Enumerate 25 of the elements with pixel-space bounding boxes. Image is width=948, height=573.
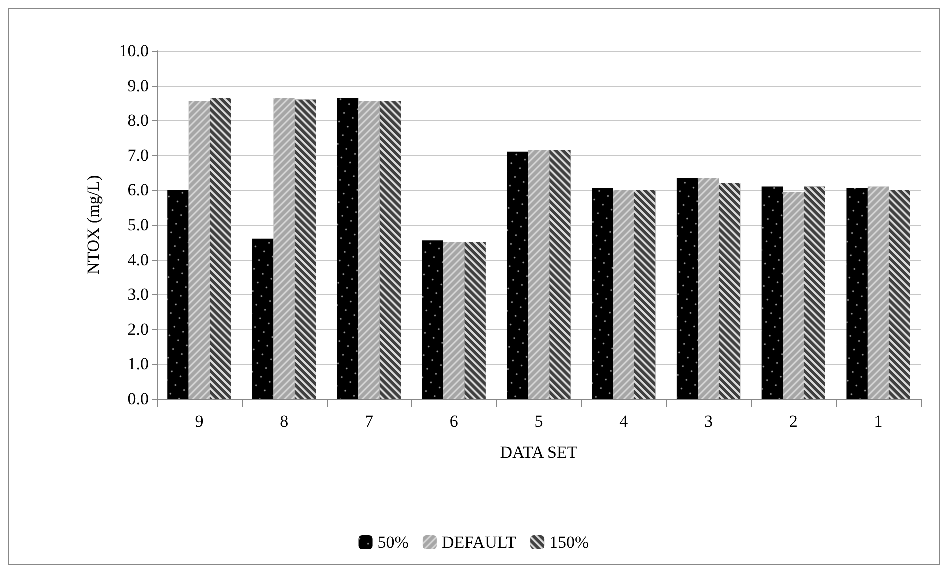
x-tick-label: 3	[704, 412, 714, 431]
legend-label: 50%	[378, 533, 409, 552]
y-tick-label: 2.0	[128, 320, 149, 339]
y-tick-label: 4.0	[128, 250, 149, 270]
y-tick-label: 9.0	[128, 76, 149, 96]
y-tick-label: 6.0	[128, 180, 149, 200]
y-tick-label: 7.0	[128, 146, 149, 165]
y-tick-label: 10.0	[119, 42, 149, 60]
x-tick-label: 6	[450, 412, 458, 431]
y-tick-label: 0.0	[128, 390, 149, 408]
y-axis-title: NTOX (mg/L)	[84, 175, 103, 275]
x-tick-label: 9	[195, 412, 204, 431]
x-tick-label: 4	[620, 412, 629, 431]
x-axis-title: DATA SET	[500, 443, 578, 462]
x-tick-label: 2	[789, 412, 798, 431]
x-tick-label: 8	[280, 412, 289, 431]
y-tick-label: 3.0	[128, 285, 149, 304]
legend-label: DEFAULT	[442, 533, 518, 552]
x-tick-label: 1	[874, 412, 883, 431]
y-tick-label: 1.0	[128, 354, 149, 374]
y-tick-label: 5.0	[128, 216, 149, 234]
y-tick-label: 8.0	[128, 111, 149, 130]
x-tick-label: 5	[534, 412, 544, 431]
x-tick-label: 7	[364, 412, 374, 431]
legend-label: 150%	[550, 533, 590, 552]
